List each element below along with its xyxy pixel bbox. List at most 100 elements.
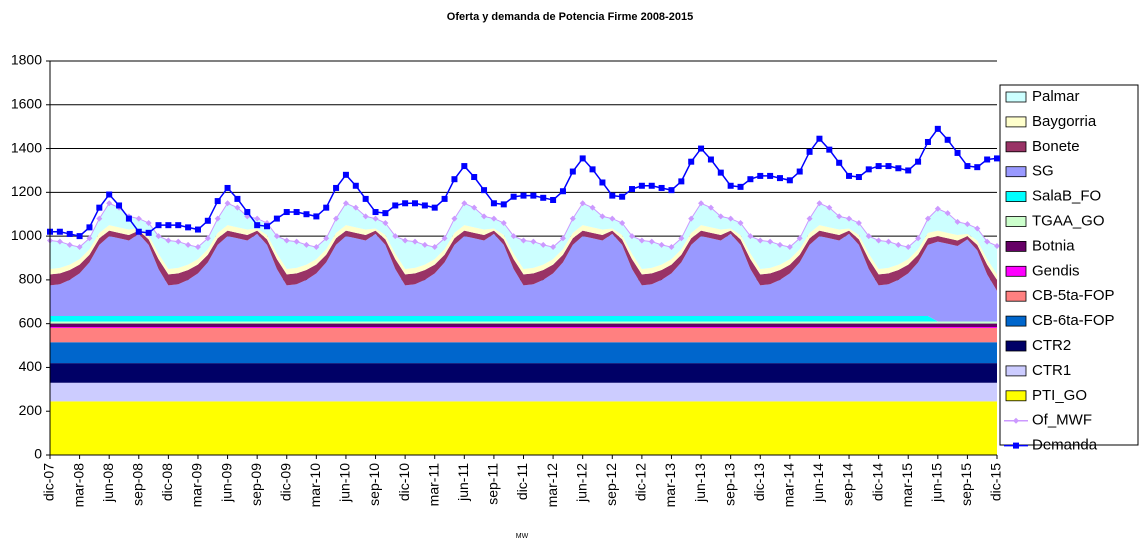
marker [855,219,862,226]
marker [609,215,616,222]
x-tick-label: mar-11 [425,463,441,507]
x-tick-label: dic-14 [869,463,885,501]
marker [106,200,113,207]
marker [96,204,103,211]
marker [333,215,340,222]
legend-label: CB-6ta-FOP [1032,312,1115,329]
marker [767,238,774,245]
area [50,233,997,322]
marker [895,241,902,248]
marker [175,238,182,245]
marker [550,244,557,251]
legend-label: PTI_GO [1032,387,1087,404]
marker [135,215,142,222]
marker [194,244,201,251]
marker [214,198,221,205]
marker [362,195,369,202]
marker [747,233,754,240]
legend-label: TGAA_GO [1032,212,1105,229]
marker [145,219,152,226]
marker [550,196,557,203]
area [50,326,997,329]
marker [816,200,823,207]
marker [86,235,93,242]
marker [283,237,290,244]
marker [924,215,931,222]
marker [836,213,843,220]
marker [382,219,389,226]
marker [254,222,261,229]
marker [165,237,172,244]
x-tick-label: mar-14 [781,463,797,508]
x-tick-label: sep-09 [248,463,264,506]
marker [589,204,596,211]
legend-label: CB-5ta-FOP [1032,287,1115,304]
legend-swatch [1005,390,1027,402]
marker [816,135,823,142]
x-tick-label: sep-10 [366,463,382,506]
marker [530,238,537,245]
legend-swatch [1005,191,1027,203]
marker [994,242,1000,249]
marker [944,136,951,143]
x-tick-label: dic-15 [988,463,1004,501]
marker [885,238,892,245]
marker [767,172,774,179]
marker [540,241,547,248]
marker [490,215,497,222]
marker [96,215,103,222]
marker [826,146,833,153]
marker [411,200,418,207]
marker [944,210,951,217]
marker [954,149,961,156]
marker [471,174,478,181]
marker [994,155,1000,162]
marker [757,172,764,179]
legend-swatch [1005,166,1027,178]
marker [717,213,724,220]
x-tick-label: jun-12 [573,463,589,503]
legend-label: Demanda [1032,437,1098,454]
marker [915,235,922,242]
marker [846,172,853,179]
x-tick-label: mar-08 [70,463,86,508]
marker [471,204,478,211]
y-tick-label: 1400 [11,139,42,155]
area [50,203,997,275]
marker [323,235,330,242]
marker [76,244,83,251]
legend-swatch [1005,340,1027,352]
marker [520,237,527,244]
marker [776,241,783,248]
x-tick-label: dic-08 [159,463,175,501]
y-tick-label: 400 [19,358,43,374]
marker [155,233,162,240]
marker [579,155,586,162]
x-tick-label: sep-13 [721,463,737,506]
marker [846,215,853,222]
x-tick-label: sep-11 [485,463,501,505]
marker [678,178,685,185]
marker [698,145,705,152]
marker [461,200,468,207]
marker [106,191,113,198]
area [50,363,997,383]
marker [727,215,734,222]
marker [441,235,448,242]
marker [964,163,971,170]
marker [56,228,63,235]
legend-label: Baygorria [1032,113,1097,130]
marker [333,184,340,191]
marker [934,125,941,132]
marker [490,200,497,207]
marker [421,202,428,209]
marker [707,156,714,163]
marker [234,195,241,202]
legend-label: SalaB_FO [1032,188,1101,205]
marker [924,138,931,145]
marker [441,195,448,202]
legend-label: Bonete [1032,138,1080,155]
marker [451,215,458,222]
marker [402,237,409,244]
